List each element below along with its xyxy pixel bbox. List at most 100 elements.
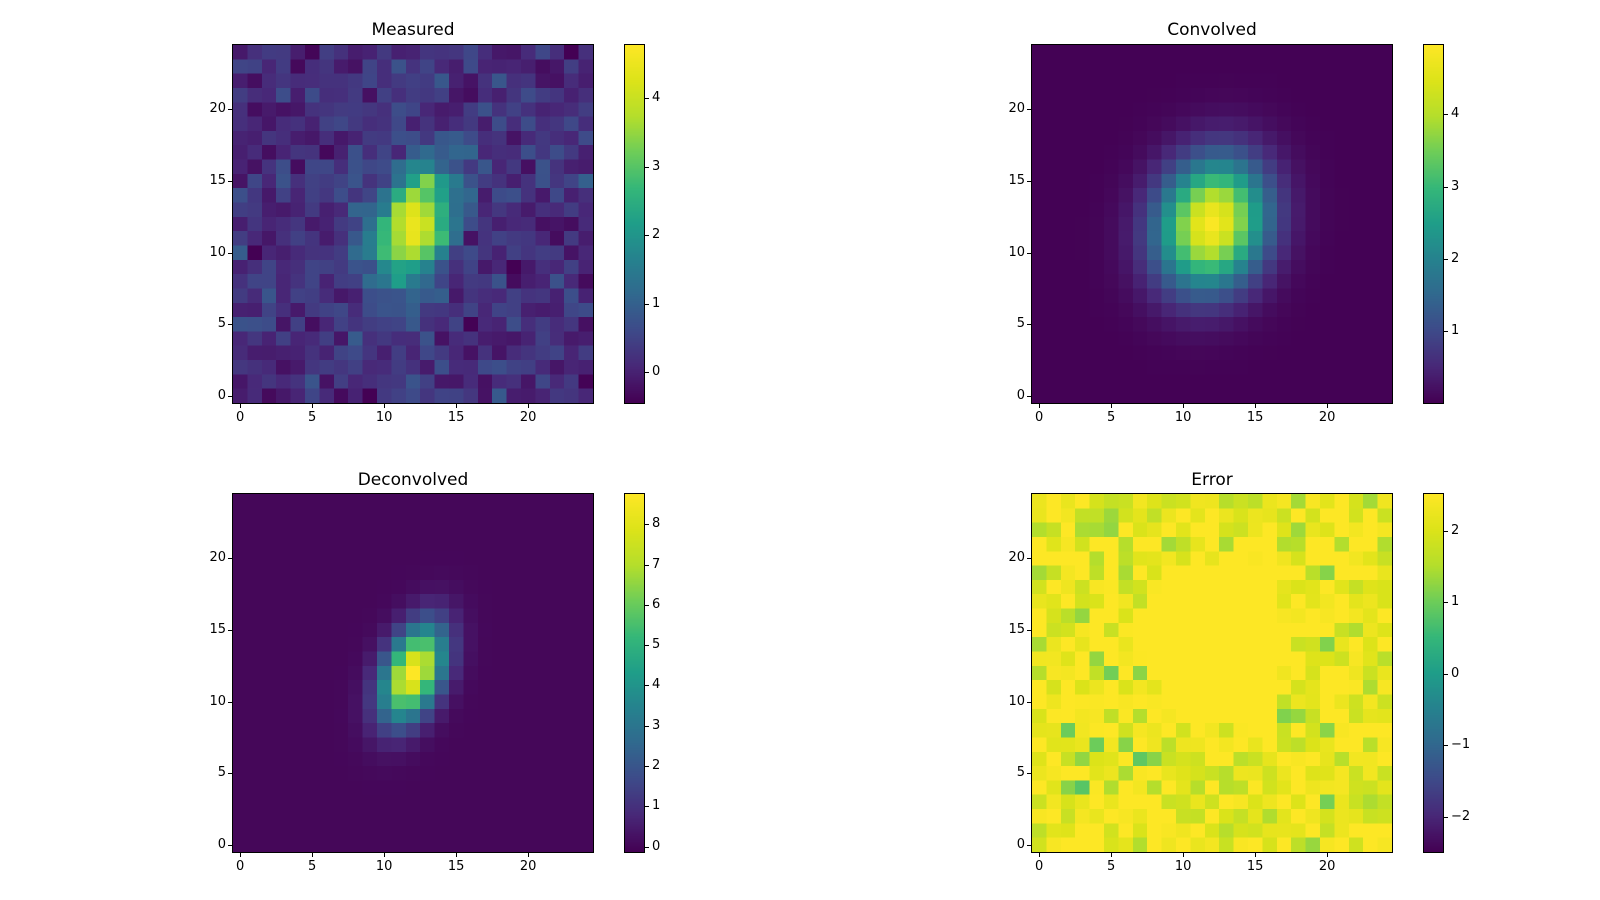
colorbar-tick-convolved <box>1444 331 1448 333</box>
x-tick-deconvolved <box>240 853 242 857</box>
colorbar-tick-convolved <box>1444 114 1448 116</box>
y-tick-error <box>1027 558 1031 560</box>
x-tick-label-error: 5 <box>1107 859 1116 874</box>
x-tick-convolved <box>1327 404 1329 408</box>
y-tick-measured <box>228 252 232 254</box>
y-tick-label-measured: 0 <box>217 387 226 403</box>
colorbar-tick-error <box>1444 602 1448 604</box>
colorbar-tick-deconvolved <box>645 725 649 727</box>
colorbar-tick-measured <box>645 98 649 100</box>
y-tick-convolved <box>1027 395 1031 397</box>
colorbar-gradient-measured <box>625 45 644 403</box>
x-tick-label-convolved: 10 <box>1174 410 1192 425</box>
y-tick-label-deconvolved: 10 <box>209 693 226 709</box>
y-tick-label-measured: 5 <box>217 316 226 332</box>
y-tick-convolved <box>1027 181 1031 183</box>
colorbar-tick-measured <box>645 372 649 374</box>
y-tick-label-error: 15 <box>1008 622 1025 638</box>
y-tick-label-convolved: 0 <box>1016 387 1025 403</box>
x-tick-deconvolved <box>312 853 314 857</box>
subplot-title-convolved: Convolved <box>1167 20 1257 40</box>
y-tick-label-measured: 20 <box>209 101 226 117</box>
x-tick-label-error: 20 <box>1318 859 1336 874</box>
y-tick-error <box>1027 630 1031 632</box>
colorbar-tick-measured <box>645 235 649 237</box>
colorbar-tick-label-deconvolved: 6 <box>652 596 661 612</box>
x-tick-measured <box>240 404 242 408</box>
x-tick-error <box>1183 853 1185 857</box>
colorbar-gradient-convolved <box>1424 45 1443 403</box>
x-tick-error <box>1327 853 1329 857</box>
y-tick-measured <box>228 109 232 111</box>
colorbar-tick-convolved <box>1444 186 1448 188</box>
y-tick-label-measured: 15 <box>209 173 226 189</box>
x-tick-label-deconvolved: 5 <box>308 859 317 874</box>
x-tick-convolved <box>1039 404 1041 408</box>
y-tick-label-error: 10 <box>1008 693 1025 709</box>
colorbar-tick-label-measured: 0 <box>652 364 661 380</box>
y-tick-error <box>1027 773 1031 775</box>
colorbar-tick-measured <box>645 166 649 168</box>
x-tick-label-error: 15 <box>1246 859 1264 874</box>
colorbar-tick-label-convolved: 4 <box>1451 106 1460 122</box>
x-tick-label-error: 0 <box>1035 859 1044 874</box>
x-tick-measured <box>312 404 314 408</box>
colorbar-tick-label-deconvolved: 2 <box>652 758 661 774</box>
y-tick-label-error: 20 <box>1008 550 1025 566</box>
x-tick-label-convolved: 15 <box>1246 410 1264 425</box>
x-tick-error <box>1255 853 1257 857</box>
colorbar-tick-label-deconvolved: 1 <box>652 798 661 814</box>
y-tick-measured <box>228 181 232 183</box>
colorbar-tick-label-deconvolved: 3 <box>652 717 661 733</box>
x-tick-label-measured: 10 <box>375 410 393 425</box>
colorbar-tick-deconvolved <box>645 645 649 647</box>
x-tick-label-convolved: 0 <box>1035 410 1044 425</box>
x-tick-deconvolved <box>384 853 386 857</box>
colorbar-tick-label-deconvolved: 5 <box>652 637 661 653</box>
colorbar-tick-measured <box>645 303 649 305</box>
colorbar-tick-label-error: 1 <box>1451 594 1460 610</box>
heatmap-image-measured <box>233 45 593 403</box>
colorbar-gradient-deconvolved <box>625 494 644 852</box>
heatmap-image-convolved <box>1032 45 1392 403</box>
heatmap-image-error <box>1032 494 1392 852</box>
heatmap-axes-error <box>1031 493 1393 853</box>
x-tick-label-measured: 5 <box>308 410 317 425</box>
y-tick-label-convolved: 10 <box>1008 244 1025 260</box>
x-tick-label-deconvolved: 10 <box>375 859 393 874</box>
y-tick-label-error: 0 <box>1016 836 1025 852</box>
colorbar-tick-deconvolved <box>645 604 649 606</box>
y-tick-deconvolved <box>228 701 232 703</box>
y-tick-label-deconvolved: 20 <box>209 550 226 566</box>
heatmap-axes-deconvolved <box>232 493 594 853</box>
x-tick-label-deconvolved: 0 <box>236 859 245 874</box>
y-tick-label-convolved: 5 <box>1016 316 1025 332</box>
colorbar-tick-label-deconvolved: 8 <box>652 516 661 532</box>
y-tick-convolved <box>1027 252 1031 254</box>
heatmap-axes-measured <box>232 44 594 404</box>
colorbar-tick-label-error: −1 <box>1451 737 1471 753</box>
colorbar-measured <box>624 44 645 404</box>
x-tick-deconvolved <box>528 853 530 857</box>
x-tick-label-deconvolved: 15 <box>447 859 465 874</box>
colorbar-tick-label-convolved: 2 <box>1451 251 1460 267</box>
x-tick-deconvolved <box>456 853 458 857</box>
colorbar-tick-error <box>1444 745 1448 747</box>
x-tick-measured <box>456 404 458 408</box>
subplot-title-measured: Measured <box>371 20 455 40</box>
y-tick-convolved <box>1027 109 1031 111</box>
colorbar-tick-error <box>1444 816 1448 818</box>
colorbar-tick-deconvolved <box>645 806 649 808</box>
y-tick-error <box>1027 701 1031 703</box>
y-tick-measured <box>228 395 232 397</box>
colorbar-error <box>1423 493 1444 853</box>
colorbar-gradient-error <box>1424 494 1443 852</box>
colorbar-tick-label-measured: 3 <box>652 158 661 174</box>
colorbar-tick-deconvolved <box>645 524 649 526</box>
colorbar-tick-deconvolved <box>645 766 649 768</box>
y-tick-deconvolved <box>228 630 232 632</box>
colorbar-tick-error <box>1444 673 1448 675</box>
x-tick-measured <box>528 404 530 408</box>
y-tick-label-deconvolved: 15 <box>209 622 226 638</box>
